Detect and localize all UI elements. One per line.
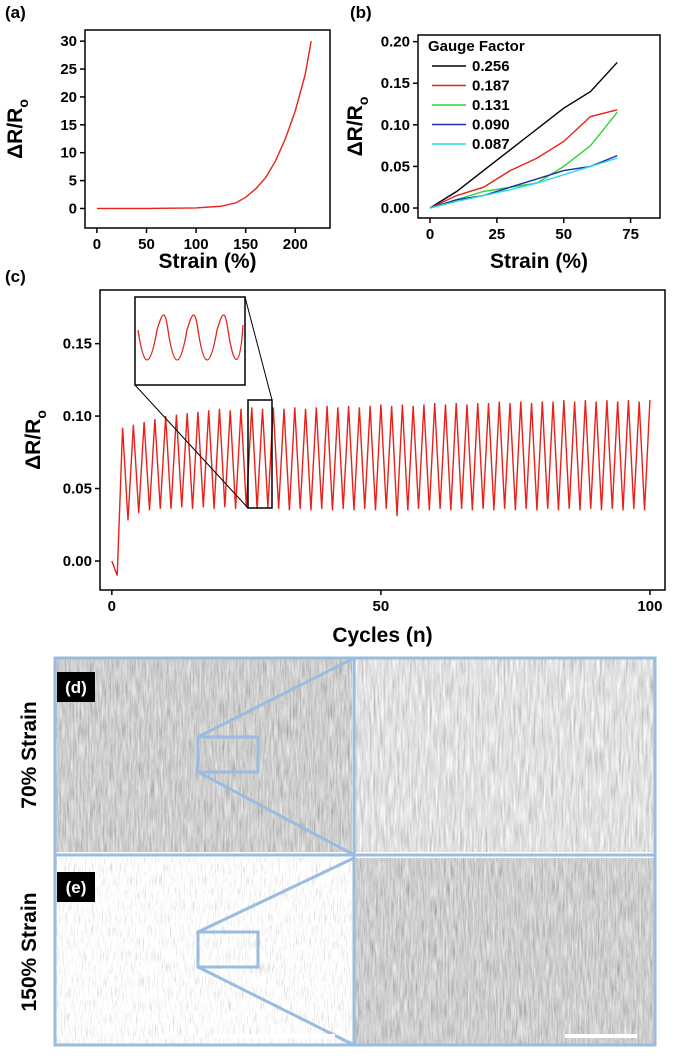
panel-label: (d) — [65, 678, 87, 697]
data-line — [429, 157, 618, 209]
zoom-box — [196, 735, 260, 774]
legend-label: 0.256 — [472, 58, 510, 75]
y-tick-label: 0.15 — [63, 336, 92, 353]
data-line — [429, 109, 618, 209]
x-tick-label: 150 — [233, 236, 258, 253]
y-axis-label-sub: o — [355, 97, 371, 106]
x-tick-label: 75 — [622, 226, 639, 243]
y-tick-label: 0.15 — [381, 75, 410, 92]
x-axis-label: Cycles (n) — [332, 624, 432, 647]
zoom-box — [196, 930, 260, 969]
plot-frame — [99, 289, 666, 591]
sem-image — [355, 858, 655, 1045]
x-tick-label: 25 — [489, 226, 506, 243]
y-tick-label: 30 — [60, 33, 77, 50]
y-tick-label: 0.20 — [381, 34, 410, 51]
legend-label: 0.131 — [472, 97, 510, 114]
y-tick-label: 0.05 — [63, 481, 92, 498]
y-axis-label-sub: o — [33, 410, 49, 419]
y-axis-label: ΔR/Ro — [344, 97, 371, 157]
label-bg — [57, 872, 95, 902]
charts: 0 50 100 150 200 0 5 10 15 20 25 30 (a) Strain (%) ΔR/… — [4, 3, 666, 647]
x-axis-label: Strain (%) — [158, 250, 256, 273]
x-axis-label: Strain (%) — [490, 250, 588, 273]
y-tick-label: 10 — [60, 145, 77, 162]
y-tick-label: 25 — [60, 61, 77, 78]
data-line — [111, 400, 651, 576]
legend-label: 0.087 — [472, 136, 510, 153]
panel-label: (a) — [5, 3, 26, 22]
y-tick-label: 0.00 — [381, 200, 410, 217]
inset — [134, 296, 273, 509]
y-tick-label: 0.05 — [381, 158, 410, 175]
x-tick-label: 0 — [93, 236, 101, 253]
y-tick-label: 5 — [69, 173, 77, 190]
image-caption: 150% Strain — [18, 892, 41, 1011]
legend-label: 0.090 — [472, 117, 510, 134]
data-line — [96, 41, 312, 210]
image-caption: 70% Strain — [18, 701, 41, 808]
plot-frame — [84, 29, 331, 229]
zoom-line — [197, 856, 355, 934]
y-tick-label: 20 — [60, 89, 77, 106]
data-line — [429, 111, 618, 209]
zoom-line — [134, 384, 249, 509]
zoom-line — [197, 965, 355, 1047]
data-line — [429, 154, 618, 209]
x-tick-label: 50 — [373, 598, 390, 615]
y-axis-label-main: ΔR/R — [4, 108, 27, 159]
x-tick-label: 100 — [184, 236, 209, 253]
y-axis-label: ΔR/Ro — [22, 410, 49, 470]
y-tick-label: 0.00 — [63, 553, 92, 570]
y-tick-label: 0.10 — [381, 117, 410, 134]
sem-image — [55, 858, 352, 1045]
y-axis-label-sub: o — [15, 99, 31, 108]
data-line — [429, 61, 618, 209]
sem-image — [55, 658, 352, 852]
zoom-line — [244, 296, 273, 401]
x-tick-label: 0 — [426, 226, 434, 243]
y-axis-label: ΔR/Ro — [4, 99, 31, 159]
inset-frame — [134, 296, 246, 386]
zoom-box — [247, 399, 273, 509]
panel-label: (e) — [66, 878, 87, 897]
x-tick-label: 200 — [283, 236, 308, 253]
x-tick-label: 100 — [637, 598, 662, 615]
sem-panels: (d) (e) 70% Strain 150% Strain — [18, 656, 657, 1047]
label-bg — [57, 672, 95, 702]
panel-label: (b) — [350, 3, 372, 22]
zoom-line — [197, 770, 355, 857]
y-tick-label: 0 — [69, 200, 77, 217]
inset-wave — [137, 314, 244, 361]
zoom-line — [197, 656, 355, 739]
y-tick-label: 0.10 — [63, 408, 92, 425]
x-tick-label: 50 — [138, 236, 155, 253]
legend-label: 0.187 — [472, 78, 510, 95]
y-tick-label: 15 — [60, 117, 77, 134]
y-axis-label-main: ΔR/R — [22, 419, 45, 470]
x-tick-label: 50 — [555, 226, 572, 243]
plot-frame — [417, 34, 661, 219]
legend-title: Gauge Factor — [428, 38, 525, 55]
x-tick-label: 0 — [108, 598, 116, 615]
y-axis-label-main: ΔR/R — [344, 105, 367, 156]
panel-border — [352, 656, 657, 1047]
sem-image — [355, 658, 655, 852]
panel-label: (c) — [5, 267, 26, 286]
